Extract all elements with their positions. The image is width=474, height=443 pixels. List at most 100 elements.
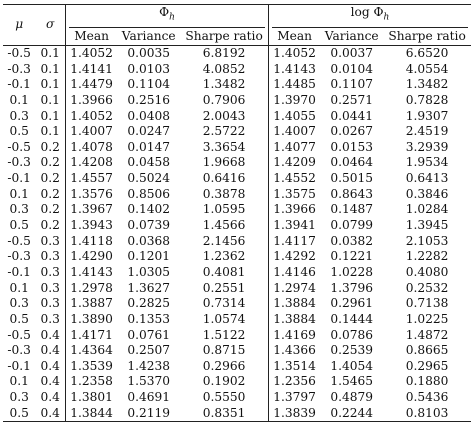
table-cell: 1.3890 xyxy=(65,311,118,328)
table-cell: 1.0225 xyxy=(405,311,449,326)
table-cell: 0.1902 xyxy=(202,374,246,389)
table-cell: 1.3801 xyxy=(65,390,118,406)
table-cell: 0.2961 xyxy=(330,296,374,311)
table-cell: 1.3576 xyxy=(65,186,118,203)
table-cell: 0.1104 xyxy=(127,77,171,92)
table-cell: 0.2 xyxy=(40,202,60,217)
table-cell: 0.2516 xyxy=(127,92,171,107)
table-cell: 6.8192 xyxy=(180,44,269,62)
table-row: -0.3 0.2 1.4208 0.0458 1.9668 1.4209 0.0464 1.9… xyxy=(3,155,471,172)
table-cell: 0.2571 xyxy=(330,92,374,107)
table-cell: 1.4485 xyxy=(268,77,321,93)
table-cell: 0.1353 xyxy=(127,311,171,326)
table-row: 0.5 0.3 1.3890 0.1353 1.0574 1.3884 0.1444 1.02… xyxy=(3,311,471,328)
table-row: -0.5 0.3 1.4118 0.0368 2.1456 1.4117 0.0382 2.1… xyxy=(3,233,471,250)
table-cell: -0.3 xyxy=(7,155,31,170)
table-cell: 0.3 xyxy=(9,390,29,405)
table-cell: 0.5024 xyxy=(127,171,171,186)
table-cell: 1.4007 xyxy=(268,124,321,140)
table-cell: 0.8103 xyxy=(383,405,471,423)
table-cell: 1.3966 xyxy=(65,92,118,109)
table-cell: 1.4171 xyxy=(65,327,118,344)
table-cell: 0.1 xyxy=(35,44,66,62)
table-cell: 0.0786 xyxy=(330,327,374,342)
table-cell: 1.0574 xyxy=(202,311,246,326)
table-cell: 0.0104 xyxy=(330,61,374,76)
table-cell: 4.0554 xyxy=(405,61,449,76)
table-cell: 1.4117 xyxy=(268,233,321,250)
table-row: -0.3 0.1 1.4141 0.0103 4.0852 1.4143 0.0104 4.0… xyxy=(3,61,471,78)
table-cell: 1.2978 xyxy=(65,280,118,297)
table-cell: 1.2358 xyxy=(65,374,118,391)
table-cell: 0.3846 xyxy=(405,186,449,201)
table-cell: -0.3 xyxy=(7,249,31,264)
phi-group-header: Φh xyxy=(65,3,269,28)
table-cell: 1.4479 xyxy=(65,77,118,93)
table-cell: 0.0739 xyxy=(127,218,171,233)
table-cell: 0.0408 xyxy=(127,108,171,123)
table-cell: 1.4141 xyxy=(65,61,118,78)
table-cell: 0.8715 xyxy=(202,343,246,358)
table-cell: 0.7138 xyxy=(405,296,449,311)
table-cell: 0.3 xyxy=(9,202,29,217)
table-cell: 1.3575 xyxy=(268,186,321,203)
table-cell: 1.5122 xyxy=(202,327,246,342)
table-cell: 1.9307 xyxy=(405,108,449,123)
table-cell: 0.0247 xyxy=(127,124,171,139)
table-row: -0.5 0.4 1.4171 0.0761 1.5122 1.4169 0.0786 1.4… xyxy=(3,327,471,344)
table-row: -0.3 0.3 1.4290 0.1201 1.2362 1.4292 0.1221 1.2… xyxy=(3,249,471,265)
table-cell: 0.2551 xyxy=(202,280,246,295)
table-cell: 0.0037 xyxy=(320,44,384,62)
table-cell: 1.3884 xyxy=(268,311,321,328)
table-cell: 1.4557 xyxy=(65,171,118,187)
table-cell: 1.3482 xyxy=(202,77,246,92)
table-cell: 1.4872 xyxy=(405,327,449,342)
table-cell: 0.1487 xyxy=(330,202,374,217)
table-cell: 0.3 xyxy=(40,249,60,264)
table-cell: 0.0441 xyxy=(330,108,374,123)
table-cell: 0.4081 xyxy=(202,264,246,279)
table-body: -0.5 0.1 1.4052 0.0035 6.8192 1.4052 0.0037 6.6… xyxy=(3,44,471,423)
table-row: -0.1 0.1 1.4479 0.1104 1.3482 1.4485 0.1107 1.3… xyxy=(3,77,471,93)
table-cell: 1.3945 xyxy=(405,218,449,233)
table-cell: 1.4292 xyxy=(268,249,321,265)
table-cell: 0.0368 xyxy=(127,233,171,248)
table-cell: 1.4552 xyxy=(268,171,321,187)
table-cell: 0.1880 xyxy=(405,374,449,389)
table-cell: 0.2966 xyxy=(202,358,246,373)
table-cell: 1.3482 xyxy=(405,77,449,92)
table-row: -0.5 0.2 1.4078 0.0147 3.3654 1.4077 0.0153 3.2… xyxy=(3,139,471,156)
table-cell: 0.0761 xyxy=(127,327,171,342)
table-cell: -0.1 xyxy=(7,171,31,186)
table-cell: -0.1 xyxy=(7,77,31,92)
table-cell: 0.4 xyxy=(40,374,60,389)
column-header: Sharpe ratio xyxy=(388,28,466,43)
table-cell: 0.6416 xyxy=(202,171,246,186)
table-cell: 1.3967 xyxy=(65,202,118,218)
table-cell: 1.0595 xyxy=(202,202,246,217)
table-cell: 1.3884 xyxy=(268,296,321,312)
mu-header: μ xyxy=(3,4,36,46)
table-cell: 0.5 xyxy=(9,311,29,326)
table-cell: 1.0228 xyxy=(330,264,374,279)
table-row: 0.3 0.3 1.3887 0.2825 0.7314 1.3884 0.2961 0.71… xyxy=(3,296,471,312)
table-cell: 0.4879 xyxy=(330,390,374,405)
column-header: Mean xyxy=(268,27,321,46)
table-cell: 0.3 xyxy=(40,233,60,248)
table-cell: 1.2356 xyxy=(268,374,321,391)
table-cell: 1.4052 xyxy=(268,44,321,62)
table-cell: -0.1 xyxy=(7,264,31,279)
table-cell: 0.2119 xyxy=(117,405,181,423)
table-cell: 1.4208 xyxy=(65,155,118,172)
table-cell: 0.4 xyxy=(40,390,60,405)
table-cell: 0.2244 xyxy=(320,405,384,423)
table-cell: 0.1 xyxy=(40,108,60,123)
table-cell: 0.2 xyxy=(40,186,60,201)
table-cell: 1.3539 xyxy=(65,358,118,375)
table-cell: 1.4143 xyxy=(268,61,321,78)
table-cell: 0.0035 xyxy=(117,44,181,62)
table-cell: 0.1221 xyxy=(330,249,374,264)
table-cell: 1.3966 xyxy=(268,202,321,218)
table-cell: 0.4 xyxy=(35,405,66,423)
table-cell: 0.5 xyxy=(9,218,29,233)
